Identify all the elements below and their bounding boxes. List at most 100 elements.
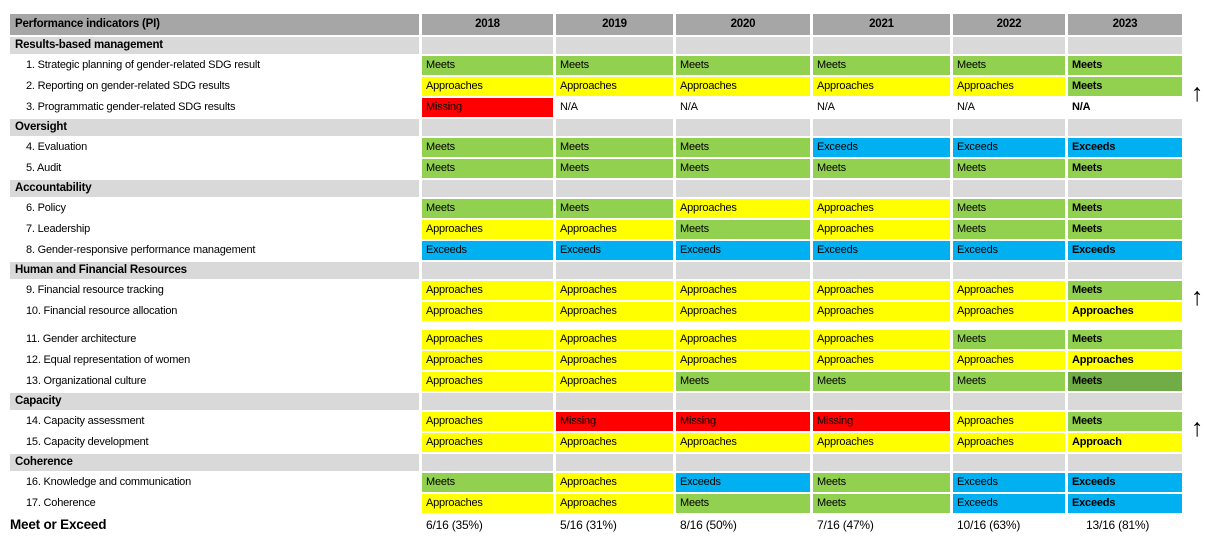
indicator-row: 9. Financial resource tracking Approaches…	[10, 281, 1204, 310]
rating-cell: Approaches	[676, 281, 810, 300]
rating-cell: Exceeds	[1068, 241, 1182, 260]
section-filler-cell	[953, 262, 1065, 279]
rating-cell: Meets	[953, 330, 1065, 349]
up-arrow-icon: ↑	[1191, 283, 1204, 311]
section-filler-cell	[813, 454, 950, 471]
indicator-label: 13. Organizational culture	[26, 375, 147, 387]
rating-cell: Approaches	[813, 281, 950, 300]
indicator-label: 16. Knowledge and communication	[26, 476, 192, 488]
indicator-row: 11. Gender architecture Approaches Approac…	[10, 330, 1182, 349]
rating-cell: Meets	[556, 138, 673, 157]
footer-value: 10/16 (63%)	[957, 518, 1021, 532]
up-arrow-icon: ↑	[1191, 79, 1204, 107]
rating-cell: Approaches	[676, 351, 810, 370]
indicator-label: 1. Strategic planning of gender-related …	[26, 59, 260, 71]
section-filler-cell	[1068, 180, 1182, 197]
indicator-row: 3. Programmatic gender-related SDG resul…	[10, 98, 1182, 117]
rating-cell: Exceeds	[953, 138, 1065, 157]
rating-cell: Approaches	[556, 220, 673, 239]
section-title: Human and Financial Resources	[10, 262, 419, 279]
section-row: Results-based management	[10, 37, 1182, 54]
section-row: Oversight	[10, 119, 1182, 136]
indicator-label: 5. Audit	[26, 162, 62, 174]
footer-row: Meet or Exceed 6/16 (35%) 5/16 (31%) 8/16 (…	[10, 515, 1182, 539]
rating-cell: Meets	[813, 372, 950, 391]
rating-cell: Approaches	[676, 77, 810, 96]
section-filler-cell	[556, 180, 673, 197]
rating-cell: Meets	[676, 56, 810, 75]
rating-cell: Meets	[813, 494, 950, 513]
indicator-row: 5. Audit Meets Meets Meets Meets Meets Meets	[10, 159, 1182, 178]
section-filler-cell	[953, 180, 1065, 197]
rating-cell: Meets	[953, 220, 1065, 239]
column-header-year-2022: 2022	[953, 14, 1065, 35]
rating-cell: Meets	[813, 473, 950, 492]
indicator-label: 2. Reporting on gender-related SDG resul…	[26, 80, 230, 92]
indicator-row: 13. Organizational culture Approaches Appr…	[10, 372, 1182, 391]
indicator-row: 1. Strategic planning of gender-related …	[10, 56, 1182, 75]
rating-cell: Approaches	[813, 199, 950, 218]
indicator-label: 15. Capacity development	[26, 436, 149, 448]
section-filler-cell	[953, 119, 1065, 136]
footer-value: 8/16 (50%)	[680, 518, 737, 532]
indicator-row: 16. Knowledge and communication Meets Appr…	[10, 473, 1182, 492]
indicator-row: 7. Leadership Approaches Approaches Meets Ap…	[10, 220, 1182, 239]
rating-cell: Meets	[676, 494, 810, 513]
rating-cell: Meets	[422, 138, 553, 157]
section-filler-cell	[556, 119, 673, 136]
footer-label: Meet or Exceed	[10, 517, 107, 532]
rating-cell: Approaches	[1068, 302, 1182, 321]
section-filler-cell	[556, 454, 673, 471]
rating-cell: Approaches	[1068, 351, 1182, 370]
rating-cell: Approaches	[422, 494, 553, 513]
rating-cell: Exceeds	[556, 241, 673, 260]
rating-cell: Approaches	[813, 302, 950, 321]
rating-cell: Meets	[1068, 56, 1182, 75]
column-header-indicators: Performance indicators (PI)	[10, 14, 419, 35]
rating-cell: Approaches	[953, 302, 1065, 321]
rating-cell: Meets	[676, 138, 810, 157]
rating-cell: Approaches	[813, 330, 950, 349]
section-filler-cell	[1068, 37, 1182, 54]
indicator-row: 2. Reporting on gender-related SDG resul…	[10, 77, 1204, 106]
rating-cell: Approaches	[953, 433, 1065, 452]
section-title: Results-based management	[10, 37, 419, 54]
section-filler-cell	[1068, 393, 1182, 410]
section-filler-cell	[813, 119, 950, 136]
rating-cell: Approaches	[953, 77, 1065, 96]
section-filler-cell	[556, 393, 673, 410]
section-filler-cell	[813, 37, 950, 54]
rating-cell: Meets	[813, 56, 950, 75]
section-filler-cell	[422, 37, 553, 54]
section-filler-cell	[676, 37, 810, 54]
section-filler-cell	[813, 393, 950, 410]
indicator-row: 15. Capacity development Approaches Approa…	[10, 433, 1182, 452]
rating-cell: Meets	[1068, 199, 1182, 218]
rating-cell: Approaches	[813, 351, 950, 370]
rating-cell: Approaches	[556, 281, 673, 300]
rating-cell: Meets	[953, 56, 1065, 75]
section-filler-cell	[422, 180, 553, 197]
indicator-label: 10. Financial resource allocation	[26, 305, 178, 317]
rating-cell: Exceeds	[953, 241, 1065, 260]
rating-cell: Meets	[422, 159, 553, 178]
column-header-year-2021: 2021	[813, 14, 950, 35]
rating-cell: Meets	[422, 199, 553, 218]
rating-cell: Approaches	[422, 330, 553, 349]
section-filler-cell	[676, 454, 810, 471]
rating-cell: Meets	[1068, 220, 1182, 239]
rating-cell: Meets	[556, 159, 673, 178]
rating-cell: Missing	[676, 412, 810, 431]
indicator-row: 4. Evaluation Meets Meets Meets Exceeds Excee…	[10, 138, 1182, 157]
indicator-row: 17. Coherence Approaches Approaches Meets Me…	[10, 494, 1182, 513]
rating-cell: Approach	[1068, 433, 1182, 452]
rating-cell: Meets	[953, 199, 1065, 218]
rating-cell: Approaches	[556, 372, 673, 391]
column-header-year-2019: 2019	[556, 14, 673, 35]
rating-cell: Approaches	[953, 351, 1065, 370]
column-header-year-2023: 2023	[1068, 14, 1182, 35]
section-filler-cell	[422, 454, 553, 471]
rating-cell: N/A	[1072, 101, 1091, 113]
indicator-row: 14. Capacity assessment Approaches Missing…	[10, 412, 1204, 441]
